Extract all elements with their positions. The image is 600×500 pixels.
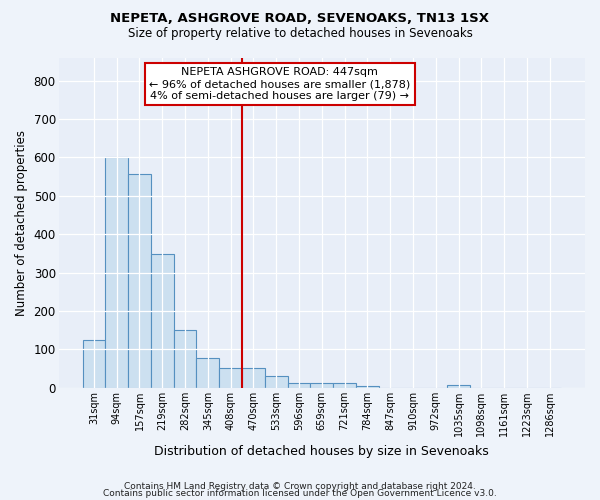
Text: Contains HM Land Registry data © Crown copyright and database right 2024.: Contains HM Land Registry data © Crown c…: [124, 482, 476, 491]
Bar: [219, 368, 242, 388]
Text: NEPETA ASHGROVE ROAD: 447sqm
← 96% of detached houses are smaller (1,878)
4% of : NEPETA ASHGROVE ROAD: 447sqm ← 96% of de…: [149, 68, 410, 100]
Text: Size of property relative to detached houses in Sevenoaks: Size of property relative to detached ho…: [128, 28, 472, 40]
Bar: [196, 358, 219, 388]
Bar: [265, 376, 287, 388]
Text: NEPETA, ASHGROVE ROAD, SEVENOAKS, TN13 1SX: NEPETA, ASHGROVE ROAD, SEVENOAKS, TN13 1…: [110, 12, 490, 26]
Bar: [310, 384, 333, 388]
Bar: [287, 382, 310, 388]
Text: Contains public sector information licensed under the Open Government Licence v3: Contains public sector information licen…: [103, 490, 497, 498]
Bar: [173, 330, 196, 388]
Bar: [105, 158, 128, 388]
Bar: [151, 254, 173, 388]
Bar: [83, 340, 105, 388]
Bar: [128, 174, 151, 388]
X-axis label: Distribution of detached houses by size in Sevenoaks: Distribution of detached houses by size …: [154, 444, 489, 458]
Bar: [242, 368, 265, 388]
Bar: [333, 384, 356, 388]
Bar: [447, 385, 470, 388]
Bar: [356, 386, 379, 388]
Y-axis label: Number of detached properties: Number of detached properties: [15, 130, 28, 316]
